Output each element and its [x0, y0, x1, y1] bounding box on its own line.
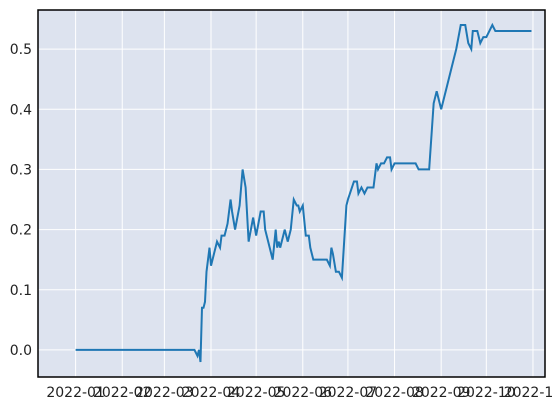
y-tick-label: 0.3 [10, 162, 32, 178]
plot-background [38, 10, 545, 377]
y-tick-label: 0.5 [10, 42, 32, 58]
x-tick-label: 2022-11 [504, 385, 552, 401]
plot-frame [37, 9, 546, 378]
x-tick-label: 2022-05 [227, 385, 286, 401]
x-tick-label: 2022-08 [365, 385, 424, 401]
x-tick-label: 2022-10 [457, 385, 516, 401]
y-tick-label: 0.1 [10, 283, 32, 299]
x-tick-label: 2022-06 [274, 385, 333, 401]
x-tick-label: 2022-01 [46, 385, 105, 401]
x-tick-label: 2022-04 [182, 385, 241, 401]
y-tick-label: 0.2 [10, 223, 32, 239]
series-line [75, 22, 532, 363]
x-tick-label: 2022-09 [412, 385, 471, 401]
y-tick-label: 0.4 [10, 102, 32, 118]
x-tick-label: 2022-02 [93, 385, 152, 401]
x-tick-label: 2022-07 [319, 385, 378, 401]
y-tick-label: 0.0 [10, 343, 32, 359]
x-tick-label: 2022-03 [135, 385, 194, 401]
y-tick-labels: 0.0 0.1 0.2 0.3 0.4 0.5 [10, 42, 32, 359]
x-tick-labels: 2022-012022-022022-032022-042022-052022-… [46, 385, 552, 401]
x-grid [75, 10, 534, 377]
